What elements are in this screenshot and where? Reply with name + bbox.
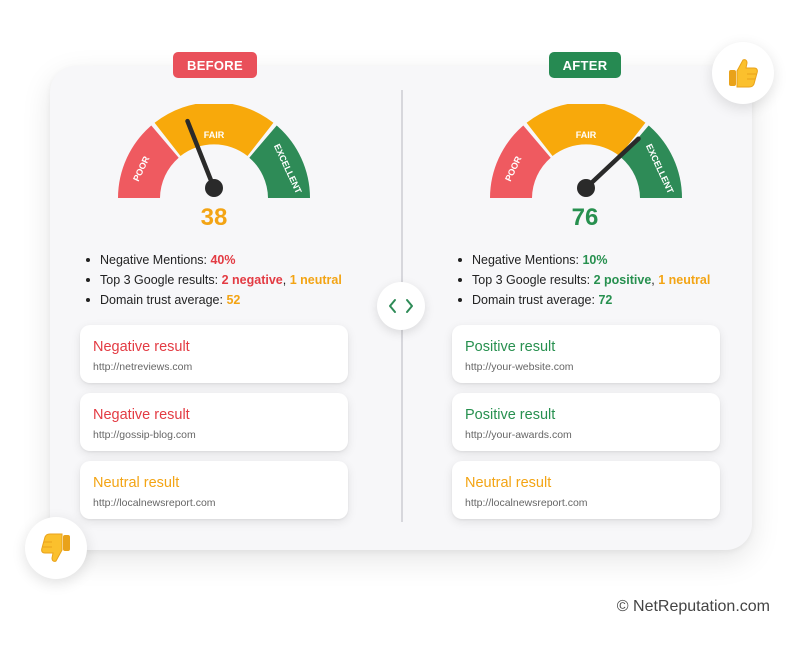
result-card[interactable]: Neutral result http://localnewsreport.co… — [80, 461, 348, 519]
result-card[interactable]: Positive result http://your-awards.com — [452, 393, 720, 451]
gauge-needle — [185, 118, 217, 191]
gauge-label-fair: FAIR — [576, 130, 597, 140]
thumbs-up-icon — [729, 59, 758, 88]
gauge-needle — [583, 136, 641, 191]
stat-google-results: Top 3 Google results: 2 negative, 1 neut… — [86, 270, 342, 290]
result-url: http://gossip-blog.com — [93, 429, 196, 441]
result-url: http://localnewsreport.com — [465, 497, 588, 509]
result-title: Negative result — [93, 339, 190, 355]
gauge-segment-fair — [154, 102, 274, 156]
gauge-label-fair: FAIR — [204, 130, 225, 140]
stat-domain-trust: Domain trust average: 72 — [458, 290, 710, 310]
stat-negative-mentions: Negative Mentions: 10% — [458, 250, 710, 270]
result-card[interactable]: Positive result http://your-website.com — [452, 325, 720, 383]
gauge-segment-fair — [526, 102, 646, 156]
after-score: 76 — [571, 204, 599, 231]
gauge-segment-poor — [490, 125, 551, 198]
result-url: http://your-website.com — [465, 361, 574, 373]
before-score: 38 — [200, 204, 228, 231]
thumbs-up-badge — [712, 42, 774, 104]
gauge-hub — [205, 179, 223, 197]
copyright-footer: © NetReputation.com — [616, 598, 770, 615]
thumbs-down-icon — [41, 533, 70, 562]
result-title: Positive result — [465, 407, 556, 423]
result-title: Negative result — [93, 407, 190, 423]
result-card[interactable]: Neutral result http://localnewsreport.co… — [452, 461, 720, 519]
result-url: http://netreviews.com — [93, 361, 193, 373]
gauge-segment-poor — [118, 125, 179, 198]
compare-toggle-button[interactable] — [377, 282, 425, 330]
before-gauge: POOR FAIR EXCELLENT — [114, 102, 314, 213]
before-tag: BEFORE — [173, 52, 257, 78]
thumbs-down-badge — [25, 517, 87, 579]
result-url: http://your-awards.com — [465, 429, 572, 441]
result-card[interactable]: Negative result http://gossip-blog.com — [80, 393, 348, 451]
result-title: Positive result — [465, 339, 556, 355]
stat-domain-trust: Domain trust average: 52 — [86, 290, 342, 310]
gauge-segment-excellent — [249, 125, 310, 198]
after-gauge: POOR FAIR EXCELLENT — [486, 102, 686, 213]
result-title: Neutral result — [93, 475, 180, 491]
result-card[interactable]: Negative result http://netreviews.com — [80, 325, 348, 383]
before-stats: Negative Mentions: 40% Top 3 Google resu… — [86, 250, 342, 310]
left-right-chevrons-icon — [389, 299, 413, 313]
after-tag: AFTER — [549, 52, 621, 78]
stat-google-results: Top 3 Google results: 2 positive, 1 neut… — [458, 270, 710, 290]
gauge-hub — [577, 179, 595, 197]
result-title: Neutral result — [465, 475, 552, 491]
after-stats: Negative Mentions: 10% Top 3 Google resu… — [458, 250, 710, 310]
stat-negative-mentions: Negative Mentions: 40% — [86, 250, 342, 270]
result-url: http://localnewsreport.com — [93, 497, 216, 509]
